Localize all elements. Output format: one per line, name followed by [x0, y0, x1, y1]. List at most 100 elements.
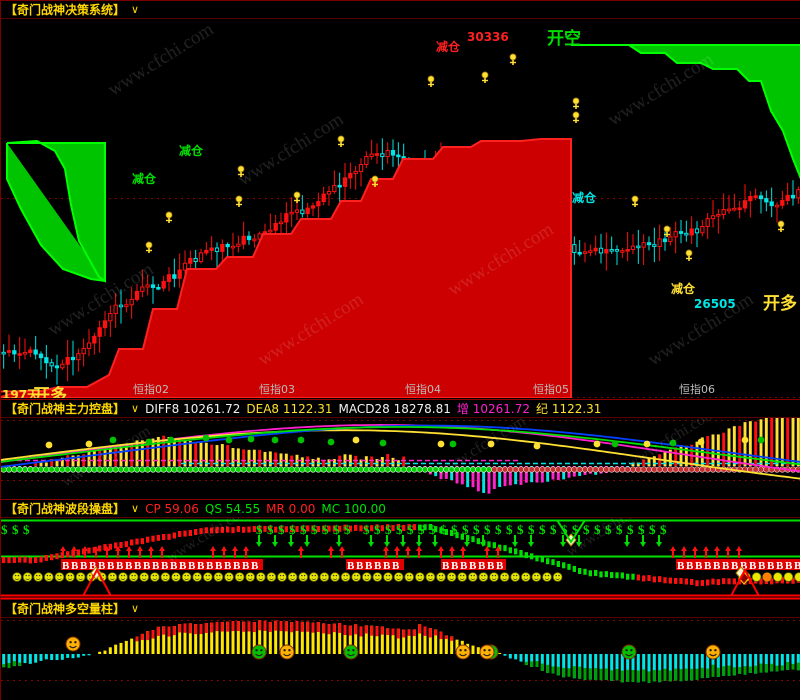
- chevron-down-icon[interactable]: ∨: [131, 3, 140, 16]
- swing-plot[interactable]: $ $ $ $ $ $ $ $ $ $ $ $ $ $ $ $ $ $ $ $ $ $ $ $ $ $ $ $ $ $ $ $ $ $ $ $ $ $ $ $…: [1, 518, 800, 599]
- svg-text:B: B: [107, 560, 115, 572]
- indicator-macd28: MACD28 18278.81: [338, 401, 451, 416]
- indicator-dea8: DEA8 1122.31: [246, 401, 333, 416]
- svg-text:$: $: [256, 522, 263, 537]
- svg-text:B: B: [224, 560, 232, 572]
- indicator-qs: QS 54.55: [204, 501, 261, 516]
- svg-text:B: B: [206, 560, 214, 572]
- svg-text:B: B: [442, 560, 450, 572]
- svg-text:$: $: [660, 522, 667, 537]
- svg-text:$: $: [506, 522, 513, 537]
- svg-text:B: B: [392, 560, 400, 572]
- svg-text:$: $: [311, 522, 318, 537]
- label-open-long-right: 开多: [763, 294, 797, 314]
- svg-text:B: B: [125, 560, 133, 572]
- svg-text:B: B: [356, 560, 364, 572]
- svg-text:B: B: [478, 560, 486, 572]
- svg-text:B: B: [71, 560, 79, 572]
- panel-macd-header[interactable]: 【奇门战神主力控盘】 ∨ DIFF8 10261.72 DEA8 1122.31…: [1, 400, 800, 418]
- svg-text:$: $: [440, 522, 447, 537]
- svg-text:$: $: [561, 522, 568, 537]
- indicator-ji: 纪 1122.31: [535, 402, 602, 416]
- main-kline-plot[interactable]: www.cfchi.com www.cfchi.com www.cfchi.co…: [1, 19, 800, 398]
- svg-text:$: $: [462, 522, 469, 537]
- label-high-price: 30336: [467, 30, 509, 44]
- svg-text:$: $: [396, 522, 403, 537]
- panel-volume-header[interactable]: 【奇门战神多空量柱】 ∨: [1, 600, 800, 618]
- svg-text:$: $: [278, 522, 285, 537]
- svg-text:$: $: [605, 522, 612, 537]
- svg-text:B: B: [451, 560, 459, 572]
- label-reduce-2: 减仓: [179, 144, 204, 158]
- svg-text:B: B: [98, 560, 106, 572]
- svg-text:$: $: [451, 522, 458, 537]
- svg-text:B: B: [143, 560, 151, 572]
- label-reduce-4: 减仓: [572, 191, 597, 205]
- svg-text:B: B: [170, 560, 178, 572]
- indicator-mr: MR 0.00: [266, 501, 316, 516]
- svg-text:$: $: [517, 522, 524, 537]
- svg-text:$: $: [594, 522, 601, 537]
- svg-text:$: $: [484, 522, 491, 537]
- label-low-price: 26505: [694, 297, 736, 311]
- indicator-mc: MC 100.00: [321, 501, 386, 516]
- svg-text:B: B: [731, 560, 739, 572]
- svg-text:$: $: [649, 522, 656, 537]
- svg-text:B: B: [695, 560, 703, 572]
- svg-text:B: B: [134, 560, 142, 572]
- indicator-diff8: DIFF8 10261.72: [145, 401, 241, 416]
- svg-text:$: $: [322, 522, 329, 537]
- svg-text:B: B: [80, 560, 88, 572]
- svg-text:$: $: [333, 522, 340, 537]
- chevron-down-icon[interactable]: ∨: [131, 602, 140, 615]
- panel-swing: 【奇门战神波段操盘】 ∨ CP 59.06 QS 54.55 MR 0.00 M…: [1, 499, 800, 599]
- label-reduce-1: 减仓: [132, 172, 157, 186]
- svg-text:$: $: [583, 522, 590, 537]
- svg-text:B: B: [179, 560, 187, 572]
- svg-text:B: B: [197, 560, 205, 572]
- label-reduce-5: 减仓: [671, 282, 696, 296]
- macd-plot[interactable]: www.cfchi.com www.cfchi.com www.cfchi.co…: [1, 418, 800, 499]
- svg-text:B: B: [188, 560, 196, 572]
- panel-swing-header[interactable]: 【奇门战神波段操盘】 ∨ CP 59.06 QS 54.55 MR 0.00 M…: [1, 500, 800, 518]
- label-open-long-left: 开多: [33, 386, 67, 398]
- svg-text:$: $: [572, 522, 579, 537]
- svg-text:B: B: [374, 560, 382, 572]
- svg-text:$: $: [539, 522, 546, 537]
- svg-text:B: B: [383, 560, 391, 572]
- svg-text:B: B: [251, 560, 259, 572]
- svg-text:$: $: [473, 522, 480, 537]
- svg-text:$: $: [638, 522, 645, 537]
- svg-text:B: B: [365, 560, 373, 572]
- svg-text:B: B: [469, 560, 477, 572]
- svg-text:$: $: [418, 522, 425, 537]
- svg-text:B: B: [758, 560, 766, 572]
- chevron-down-icon[interactable]: ∨: [131, 502, 140, 515]
- chevron-down-icon[interactable]: ∨: [131, 402, 140, 415]
- panel-volume-title: 【奇门战神多空量柱】: [5, 602, 126, 616]
- svg-text:$: $: [407, 522, 414, 537]
- svg-text:$: $: [528, 522, 535, 537]
- svg-text:B: B: [677, 560, 685, 572]
- xaxis-label-0: 恒指02: [133, 383, 169, 396]
- panel-macd-title: 【奇门战神主力控盘】: [5, 402, 126, 416]
- xaxis-label-3: 恒指05: [533, 383, 569, 396]
- svg-text:B: B: [785, 560, 793, 572]
- label-days: 197天: [2, 388, 40, 398]
- svg-text:B: B: [62, 560, 70, 572]
- indicator-zeng: 增 10261.72: [456, 402, 530, 416]
- svg-text:B: B: [704, 560, 712, 572]
- svg-text:$: $: [1, 522, 8, 537]
- xaxis-label-1: 恒指03: [259, 383, 295, 396]
- volume-plot[interactable]: [1, 618, 800, 700]
- svg-text:B: B: [740, 560, 748, 572]
- svg-text:$: $: [627, 522, 634, 537]
- panel-main-header[interactable]: 【奇门战神决策系统】 ∨: [1, 1, 800, 19]
- svg-text:$: $: [374, 522, 381, 537]
- panel-swing-title: 【奇门战神波段操盘】: [5, 502, 126, 516]
- svg-text:B: B: [242, 560, 250, 572]
- svg-text:$: $: [363, 522, 370, 537]
- label-open-short: 开空: [547, 29, 581, 49]
- svg-text:$: $: [344, 522, 351, 537]
